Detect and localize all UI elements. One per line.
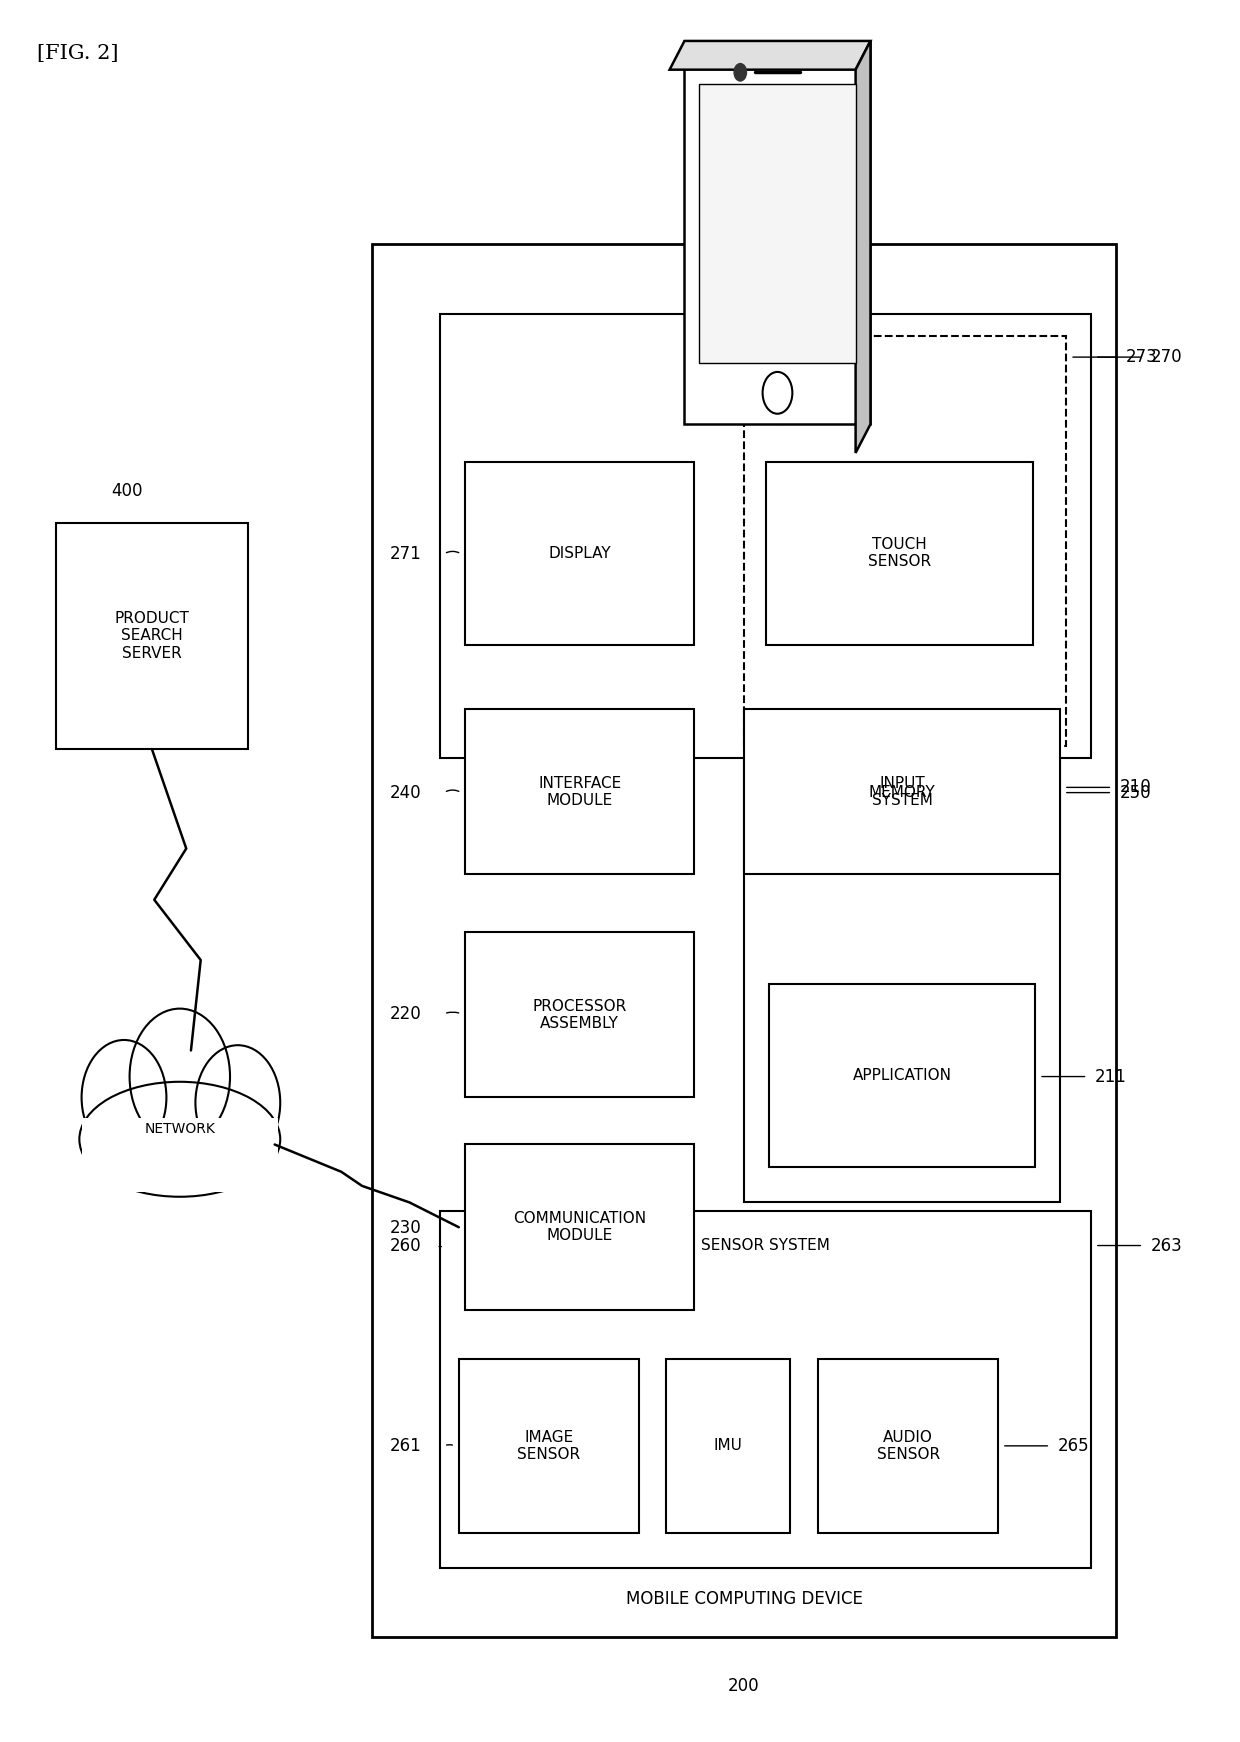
FancyBboxPatch shape — [82, 1118, 278, 1192]
Text: 270: 270 — [1151, 348, 1183, 366]
Polygon shape — [684, 42, 870, 425]
Circle shape — [734, 64, 746, 82]
Ellipse shape — [82, 1040, 166, 1155]
FancyBboxPatch shape — [465, 1144, 694, 1310]
FancyBboxPatch shape — [372, 244, 1116, 1637]
Text: 220: 220 — [389, 1005, 422, 1023]
FancyBboxPatch shape — [744, 709, 1060, 874]
Text: 400: 400 — [112, 483, 143, 500]
Text: DISPLAY SYSTEM: DISPLAY SYSTEM — [702, 338, 830, 352]
Polygon shape — [856, 42, 870, 453]
FancyBboxPatch shape — [465, 932, 694, 1097]
Text: IMAGE
SENSOR: IMAGE SENSOR — [517, 1430, 580, 1462]
Text: PRODUCT
SEARCH
SERVER: PRODUCT SEARCH SERVER — [114, 611, 190, 660]
Text: 263: 263 — [1151, 1237, 1183, 1254]
FancyBboxPatch shape — [769, 984, 1035, 1167]
Text: INPUT
SYSTEM: INPUT SYSTEM — [872, 775, 932, 808]
FancyBboxPatch shape — [744, 758, 1060, 1202]
FancyBboxPatch shape — [56, 523, 248, 749]
Text: NETWORK: NETWORK — [144, 1122, 216, 1136]
FancyBboxPatch shape — [440, 1211, 1091, 1568]
Text: INTERFACE
MODULE: INTERFACE MODULE — [538, 775, 621, 808]
Text: [FIG. 2]: [FIG. 2] — [37, 44, 119, 63]
Text: 200: 200 — [728, 1678, 760, 1695]
Polygon shape — [670, 42, 870, 70]
Circle shape — [763, 373, 792, 415]
Text: 240: 240 — [389, 784, 422, 801]
Text: 230: 230 — [389, 1219, 422, 1237]
Text: APPLICATION: APPLICATION — [853, 1068, 951, 1084]
Text: 250: 250 — [1120, 784, 1152, 801]
Text: 260: 260 — [389, 1237, 422, 1254]
FancyBboxPatch shape — [465, 462, 694, 645]
Text: SENSOR SYSTEM: SENSOR SYSTEM — [702, 1239, 830, 1252]
FancyBboxPatch shape — [699, 85, 856, 364]
Text: AUDIO
SENSOR: AUDIO SENSOR — [877, 1430, 940, 1462]
Text: 273: 273 — [1126, 348, 1158, 366]
FancyBboxPatch shape — [744, 336, 1066, 746]
FancyBboxPatch shape — [440, 314, 1091, 758]
Text: 265: 265 — [1058, 1437, 1090, 1455]
Ellipse shape — [79, 1082, 280, 1197]
FancyBboxPatch shape — [666, 1359, 790, 1533]
Text: MOBILE COMPUTING DEVICE: MOBILE COMPUTING DEVICE — [625, 1590, 863, 1608]
Ellipse shape — [196, 1045, 280, 1160]
Text: 211: 211 — [1095, 1068, 1127, 1085]
Text: IMU: IMU — [713, 1439, 743, 1453]
Text: COMMUNICATION
MODULE: COMMUNICATION MODULE — [513, 1211, 646, 1244]
FancyBboxPatch shape — [459, 1359, 639, 1533]
Text: 271: 271 — [389, 545, 422, 563]
Text: PROCESSOR
ASSEMBLY: PROCESSOR ASSEMBLY — [532, 998, 627, 1031]
Text: 261: 261 — [389, 1437, 422, 1455]
Text: TOUCH
SENSOR: TOUCH SENSOR — [868, 537, 931, 570]
Text: MEMORY: MEMORY — [869, 786, 935, 800]
FancyBboxPatch shape — [766, 462, 1033, 645]
Ellipse shape — [129, 1009, 231, 1144]
FancyBboxPatch shape — [818, 1359, 998, 1533]
FancyBboxPatch shape — [465, 709, 694, 874]
Text: 210: 210 — [1120, 779, 1152, 796]
Text: DISPLAY: DISPLAY — [548, 545, 611, 561]
